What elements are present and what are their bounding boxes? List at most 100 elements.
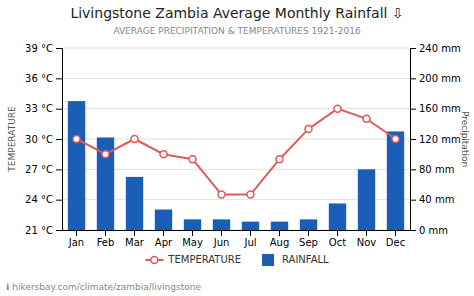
chart: Jan Feb Mar Apr May Jun Jul Aug Sep Oct Nov Dec 21 °… — [0, 0, 474, 296]
tick: 160 mm — [410, 103, 461, 114]
tick-mark — [410, 200, 416, 201]
tick-label: Nov — [357, 237, 377, 248]
y2-axis-title: Precipitation — [460, 111, 470, 167]
tick-label: Apr — [155, 237, 173, 248]
point — [160, 151, 167, 158]
tick-mark — [56, 200, 62, 201]
y-axis: 21 °C 24 °C 27 °C 30 °C 33 °C 36 °C 39 °C — [25, 43, 62, 236]
tick-mark — [56, 169, 62, 170]
bar — [387, 131, 404, 230]
tick-mark — [337, 230, 338, 236]
subtitle: AVERAGE PRECIPITATION & TEMPERATURES 192… — [113, 26, 361, 36]
point — [189, 156, 196, 163]
tick-label: Sep — [299, 237, 318, 248]
bar — [155, 210, 172, 230]
tick-mark — [410, 230, 416, 231]
tick: Jan — [68, 230, 84, 248]
tick: Jun — [213, 230, 230, 248]
tick-label: Dec — [386, 237, 405, 248]
tick-mark — [56, 48, 62, 49]
point — [73, 136, 80, 143]
axis-line — [411, 49, 417, 231]
legend: TEMPERATURERAINFALL — [145, 254, 329, 266]
bar — [300, 219, 317, 230]
tick: 36 °C — [25, 73, 62, 84]
tick: 30 °C — [25, 134, 62, 145]
legend-symbol — [151, 257, 158, 264]
tick-mark — [105, 230, 106, 236]
grid-line — [62, 78, 410, 79]
tick: Nov — [357, 230, 377, 248]
grid — [62, 48, 410, 230]
tick: 0 mm — [410, 225, 448, 236]
legend-symbol — [262, 254, 274, 266]
tick-mark — [410, 169, 416, 170]
tick-mark — [163, 230, 164, 236]
tick: 200 mm — [410, 73, 461, 84]
tick-mark — [308, 230, 309, 236]
tick-label: Jul — [243, 237, 256, 248]
tick-label: 36 °C — [25, 73, 53, 84]
tick: Mar — [125, 230, 145, 248]
tick-label: 24 °C — [25, 194, 53, 205]
tick-mark — [279, 230, 280, 236]
tick: 33 °C — [25, 103, 62, 114]
point — [276, 156, 283, 163]
bar — [68, 101, 85, 230]
tick-label: Jun — [213, 237, 230, 248]
tick-mark — [192, 230, 193, 236]
bar — [184, 219, 201, 230]
axis-line — [56, 49, 63, 231]
tick-label: 39 °C — [25, 43, 53, 54]
tick-mark — [221, 230, 222, 236]
axis-line — [63, 230, 411, 231]
tick: 120 mm — [410, 134, 461, 145]
tick: Jul — [243, 230, 256, 248]
bar — [329, 203, 346, 230]
tick-mark — [56, 78, 62, 79]
tick-label: 200 mm — [419, 73, 461, 84]
tick: Oct — [329, 230, 346, 248]
tick-mark — [76, 230, 77, 236]
grid-line — [62, 48, 410, 49]
legend-item: RAINFALL — [262, 254, 329, 266]
bar — [126, 177, 143, 230]
tick-mark — [410, 109, 416, 110]
plot-area — [68, 101, 404, 230]
line — [77, 109, 396, 195]
tick-label: Feb — [97, 237, 115, 248]
tick: Feb — [97, 230, 115, 248]
y-axis-title: TEMPERATURE — [7, 106, 17, 173]
tick: 21 °C — [25, 225, 62, 236]
point — [131, 136, 138, 143]
tick-label: 30 °C — [25, 134, 53, 145]
tick-mark — [56, 109, 62, 110]
tick-label: Aug — [270, 237, 290, 248]
tick-label: 240 mm — [419, 43, 461, 54]
tick-mark — [410, 78, 416, 79]
tick: 240 mm — [410, 43, 461, 54]
point — [218, 191, 225, 198]
grid-line — [62, 108, 410, 109]
bar — [358, 169, 375, 230]
point — [102, 151, 109, 158]
point — [334, 105, 341, 112]
tick: Sep — [299, 230, 318, 248]
point — [247, 191, 254, 198]
tick-mark — [366, 230, 367, 236]
tick: May — [182, 230, 203, 248]
tick-label: Jan — [68, 237, 84, 248]
legend-label: RAINFALL — [282, 254, 329, 265]
tick-label: 120 mm — [419, 134, 461, 145]
tick-label: 160 mm — [419, 103, 461, 114]
tick-mark — [410, 48, 416, 49]
tick-label: 40 mm — [419, 194, 454, 205]
tick: 27 °C — [25, 164, 62, 175]
bar — [271, 222, 288, 230]
tick: Dec — [386, 230, 405, 248]
point — [392, 136, 399, 143]
tick-label: 33 °C — [25, 103, 53, 114]
tick-mark — [395, 230, 396, 236]
point — [305, 125, 312, 132]
tick-label: Mar — [125, 237, 145, 248]
